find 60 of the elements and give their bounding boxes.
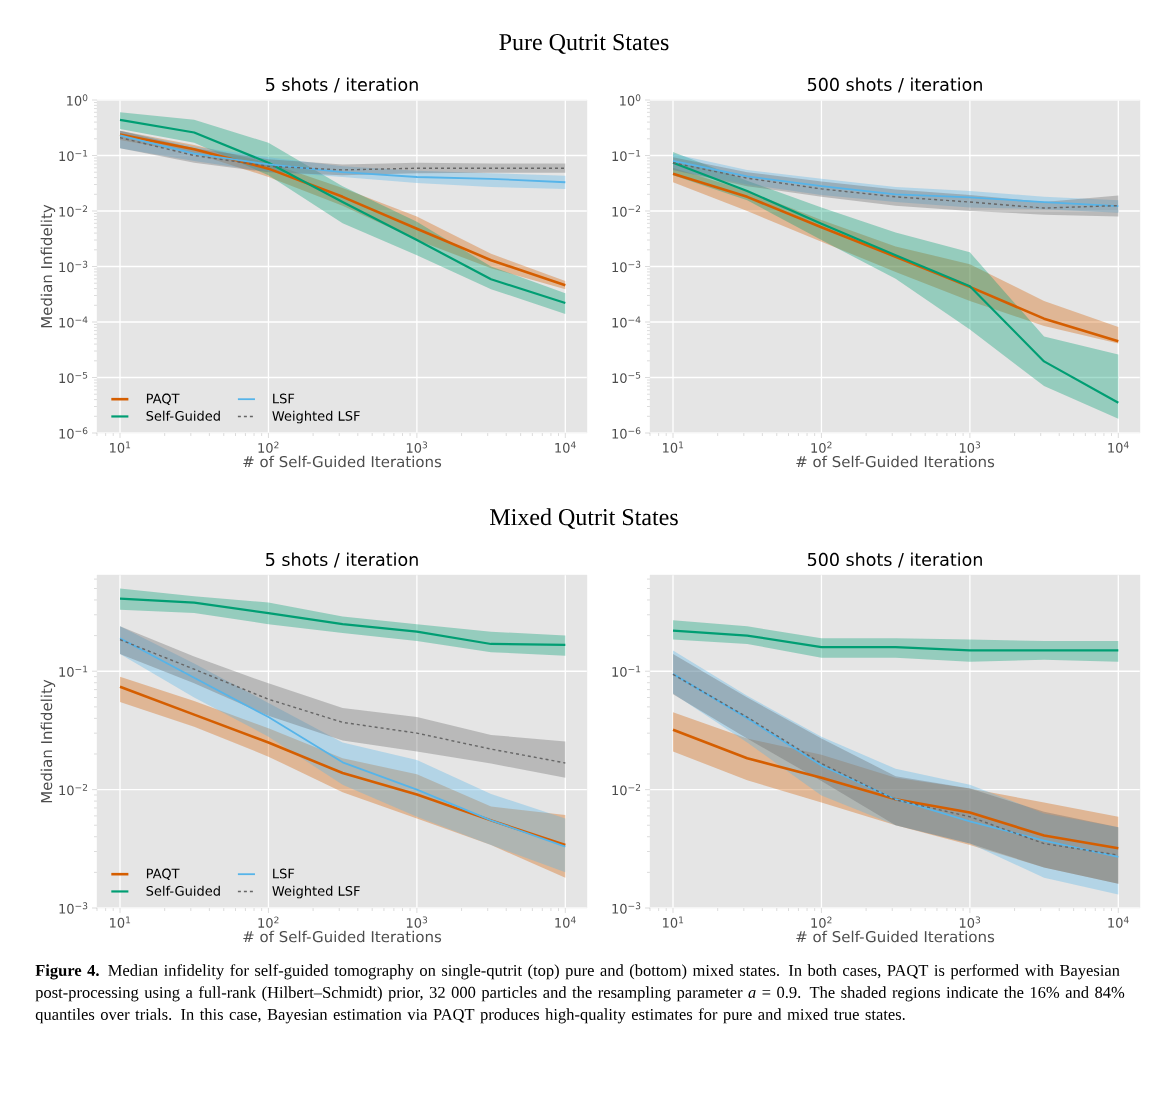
text: Mixed Qutrit States	[490, 508, 678, 529]
x-axis-title: # of Self-Guided Iterations	[796, 455, 995, 468]
x-tick-label: 10$^{1}$	[663, 916, 684, 928]
legend-label: Self-Guided	[146, 410, 220, 421]
x-tick-label: 10$^{4}$	[555, 441, 576, 453]
y-axis-title: Median Infidelity	[40, 679, 56, 803]
x-tick-label: 10$^{2}$	[258, 916, 279, 928]
line-series	[671, 728, 1120, 850]
x-tick-label: 10$^{4}$	[1108, 441, 1129, 453]
legend-label: Weighted LSF	[272, 885, 360, 899]
y-tick-label: 10$^{−3}$	[59, 902, 88, 914]
x-tick-label: 10$^{3}$	[959, 441, 981, 453]
text: Figure 4. Median infidelity for self-guided tomography on single-qutrit (top) pure and (bottom) mixed states. In both cases, PAQT is performed with Bayesian post-processing using a full-rank (Hilbert–Schmidt) prior, 32 000 particles and the resampling parameter a = 0.9. The shaded regions indicate the 16% and 84% quantiles over trials. In this case, Bayesian estimation via PAQT produces high-quality estimates for pure and mixed true states.	[35, 964, 1125, 1024]
y-tick-label: 10$^{−1}$	[59, 665, 88, 677]
y-tick-label: 10$^{−5}$	[612, 371, 641, 384]
y-tick-label: 10$^{−1}$	[59, 149, 88, 162]
y-tick-label: 10$^{−6}$	[59, 427, 88, 439]
chart-title: 5 shots / iteration	[266, 552, 418, 568]
x-tick-label: 10$^{2}$	[258, 441, 279, 453]
x-tick-label: 10$^{4}$	[1108, 916, 1129, 928]
y-tick-label: 10$^{0}$	[67, 94, 88, 106]
legend-label: LSF	[273, 393, 295, 404]
x-axis-title: # of Self-Guided Iterations	[796, 930, 995, 943]
y-tick-label: 10$^{−4}$	[59, 316, 88, 328]
y-tick-label: 10$^{−2}$	[612, 205, 641, 217]
y-tick-label: 10$^{−3}$	[612, 260, 641, 273]
text: Pure Qutrit States	[499, 34, 669, 54]
x-axis-title: # of Self-Guided Iterations	[243, 455, 442, 468]
x-tick-label: 10$^{1}$	[110, 916, 131, 928]
chart-title: 500 shots / iteration	[807, 552, 982, 568]
y-tick-label: 10$^{−1}$	[612, 149, 641, 162]
y-tick-label: 10$^{−6}$	[612, 427, 641, 439]
chart-title: 5 shots / iteration	[266, 77, 418, 93]
x-tick-label: 10$^{1}$	[110, 441, 131, 453]
x-tick-label: 10$^{2}$	[811, 441, 832, 453]
y-tick-label: 10$^{−2}$	[59, 205, 88, 217]
legend-label: PAQT	[146, 393, 180, 405]
x-tick-label: 10$^{1}$	[663, 441, 684, 453]
chart-title: 500 shots / iteration	[807, 77, 982, 93]
y-tick-label: 10$^{−1}$	[612, 665, 641, 677]
y-tick-label: 10$^{−3}$	[612, 902, 641, 914]
y-tick-label: 10$^{−2}$	[612, 783, 641, 796]
legend-label: Self-Guided	[146, 885, 220, 896]
y-tick-label: 10$^{−2}$	[59, 783, 88, 796]
legend-label: PAQT	[146, 868, 180, 880]
x-axis-title: # of Self-Guided Iterations	[243, 930, 442, 943]
line-series	[119, 638, 567, 764]
x-tick-label: 10$^{3}$	[959, 916, 981, 928]
y-tick-label: 10$^{−4}$	[612, 316, 641, 328]
y-tick-label: 10$^{−5}$	[59, 371, 88, 384]
x-tick-label: 10$^{3}$	[406, 441, 428, 453]
y-tick-label: 10$^{−3}$	[59, 260, 88, 273]
x-tick-label: 10$^{4}$	[555, 916, 576, 928]
line-series	[118, 597, 567, 646]
legend-label: LSF	[273, 868, 295, 879]
y-axis-title: Median Infidelity	[40, 204, 56, 328]
y-tick-label: 10$^{0}$	[620, 94, 641, 106]
x-tick-label: 10$^{2}$	[811, 916, 832, 928]
x-tick-label: 10$^{3}$	[406, 916, 428, 928]
legend-label: Weighted LSF	[272, 410, 360, 424]
